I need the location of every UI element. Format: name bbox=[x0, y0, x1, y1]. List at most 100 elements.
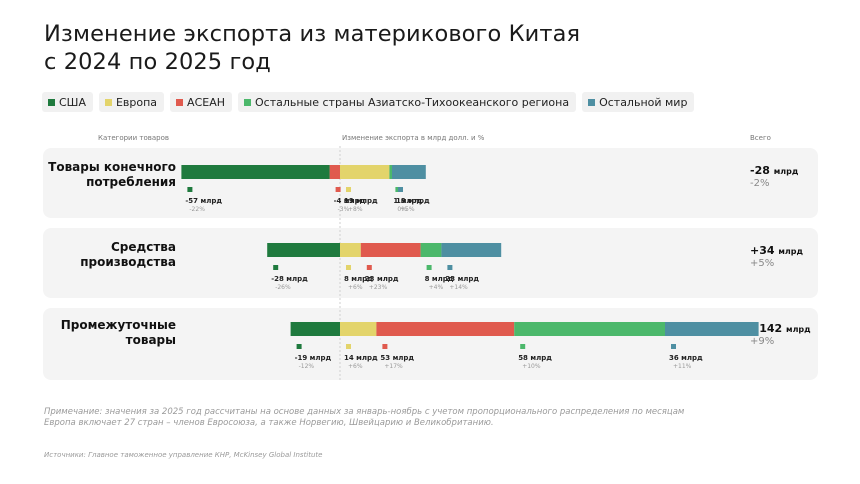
total-value: +34 bbox=[750, 244, 775, 257]
bar-capital-goods-europe bbox=[340, 243, 361, 257]
panel-consumer-goods bbox=[43, 148, 818, 218]
bar-intermediate-goods-rest-of-world bbox=[665, 322, 759, 336]
label-marker-intermediate-goods-europe bbox=[346, 344, 351, 349]
panel-intermediate-goods bbox=[43, 308, 818, 380]
label-marker-capital-goods-asean bbox=[366, 265, 372, 270]
legend-item-usa: США bbox=[42, 92, 93, 112]
data-label-pct-intermediate-goods-apac: +10% bbox=[522, 363, 541, 370]
label-marker-capital-goods-rest-of-world bbox=[447, 265, 453, 270]
label-marker-capital-goods-usa bbox=[273, 265, 279, 270]
data-label-capital-goods-apac: 8 млрд bbox=[425, 275, 454, 283]
legend-item-asean: АСЕАН bbox=[170, 92, 232, 112]
data-label-intermediate-goods-rest-of-world: 36 млрд bbox=[669, 354, 703, 362]
label-marker-consumer-goods-rest-of-world bbox=[398, 187, 403, 192]
data-label-capital-goods-europe: 8 млрд bbox=[344, 275, 373, 283]
category-label-consumer-goods: Товары конечного потребления bbox=[48, 160, 176, 190]
total-unit: млрд bbox=[778, 247, 803, 256]
category-label-line: Средства bbox=[111, 240, 176, 254]
total-unit: млрд bbox=[773, 167, 799, 176]
legend-swatch-apac bbox=[244, 98, 251, 106]
data-label-pct-consumer-goods-rest-of-world: +5% bbox=[400, 206, 415, 213]
data-label-intermediate-goods-apac: 58 млрд bbox=[518, 354, 552, 362]
bar-consumer-goods-europe bbox=[340, 165, 390, 179]
legend-label-asean: АСЕАН bbox=[187, 95, 225, 109]
data-label-pct-consumer-goods-asean: -3% bbox=[338, 206, 350, 213]
data-label-pct-consumer-goods-usa: -22% bbox=[189, 206, 205, 213]
data-label-consumer-goods-asean: -4 млрд bbox=[334, 197, 366, 205]
data-label-capital-goods-usa: -28 млрд bbox=[271, 275, 308, 283]
footnote-line-1: Примечание: значения за 2025 год рассчит… bbox=[44, 407, 685, 417]
data-label-pct-intermediate-goods-asean: +17% bbox=[384, 363, 403, 370]
footnote: Примечание: значения за 2025 год рассчит… bbox=[44, 407, 684, 429]
data-label-consumer-goods-apac: 1 млрд bbox=[393, 197, 422, 205]
header-change: Изменение экспорта в млрд долл. и % bbox=[342, 134, 485, 142]
data-label-intermediate-goods-asean: 53 млрд bbox=[380, 354, 414, 362]
bar-intermediate-goods-asean bbox=[376, 322, 515, 336]
legend-swatch-rest-of-world bbox=[588, 98, 596, 106]
header-total: Всего bbox=[750, 134, 771, 142]
category-label-line: Промежуточные bbox=[60, 318, 176, 332]
label-marker-consumer-goods-europe bbox=[346, 187, 351, 192]
header-categories: Категории товаров bbox=[98, 134, 169, 142]
label-marker-intermediate-goods-usa bbox=[296, 344, 302, 349]
total-pct-capital-goods: +5% bbox=[750, 258, 775, 269]
bar-intermediate-goods-usa bbox=[290, 322, 340, 336]
legend-swatch-usa bbox=[48, 98, 55, 106]
data-label-pct-intermediate-goods-rest-of-world: +11% bbox=[673, 363, 692, 370]
label-marker-intermediate-goods-rest-of-world bbox=[671, 344, 676, 349]
legend-item-rest-of-world: Остальной мир bbox=[582, 92, 695, 112]
data-label-intermediate-goods-usa: -19 млрд bbox=[295, 354, 332, 362]
bar-consumer-goods-usa bbox=[181, 165, 330, 179]
data-label-consumer-goods-rest-of-world: 13 млрд bbox=[396, 197, 430, 205]
legend-item-apac: Остальные страны Азиатско-Тихоокеанского… bbox=[238, 92, 577, 112]
data-label-consumer-goods-usa: -57 млрд bbox=[185, 197, 222, 205]
category-label-line: Товары конечного bbox=[48, 160, 176, 174]
bar-capital-goods-apac bbox=[420, 243, 442, 257]
bar-capital-goods-asean bbox=[360, 243, 421, 257]
data-label-pct-intermediate-goods-usa: -12% bbox=[299, 363, 315, 370]
legend-item-europe: Европа bbox=[98, 92, 165, 112]
title-line-2: с 2024 по 2025 год bbox=[44, 49, 271, 75]
data-label-pct-capital-goods-usa: -26% bbox=[275, 284, 291, 291]
data-label-pct-consumer-goods-europe: +8% bbox=[348, 206, 363, 213]
label-marker-intermediate-goods-apac bbox=[520, 344, 526, 349]
page-title: Изменение экспорта из материкового Китая… bbox=[44, 20, 580, 76]
bar-consumer-goods-rest-of-world bbox=[392, 165, 426, 179]
legend-label-europe: Европа bbox=[115, 95, 158, 109]
label-marker-capital-goods-apac bbox=[426, 265, 432, 270]
total-value: -28 bbox=[750, 164, 770, 177]
panel-capital-goods bbox=[43, 228, 818, 298]
category-label-capital-goods: Средства производства bbox=[80, 240, 176, 270]
legend-label-rest-of-world: Остальной мир bbox=[599, 95, 688, 109]
bar-consumer-goods-apac bbox=[389, 165, 392, 179]
label-marker-consumer-goods-asean bbox=[335, 187, 341, 192]
legend-swatch-asean bbox=[176, 98, 184, 106]
category-label-line: товары bbox=[125, 333, 176, 347]
bar-intermediate-goods-europe bbox=[340, 322, 377, 336]
bar-intermediate-goods-apac bbox=[514, 322, 665, 336]
label-marker-consumer-goods-usa bbox=[187, 187, 193, 192]
data-label-pct-capital-goods-europe: +6% bbox=[348, 284, 363, 291]
label-marker-capital-goods-europe bbox=[346, 265, 351, 270]
total-consumer-goods: -28 млрд bbox=[750, 164, 798, 177]
total-pct-consumer-goods: -2% bbox=[750, 178, 770, 189]
legend: США Европа АСЕАН Остальные страны Азиатс… bbox=[42, 92, 695, 112]
category-label-line: потребления bbox=[86, 175, 176, 189]
category-label-intermediate-goods: Промежуточные товары bbox=[61, 318, 176, 348]
label-marker-intermediate-goods-asean bbox=[382, 344, 388, 349]
legend-swatch-europe bbox=[104, 98, 112, 106]
title-line-1: Изменение экспорта из материкового Китая bbox=[44, 21, 581, 47]
category-label-line: производства bbox=[80, 255, 176, 269]
data-label-consumer-goods-europe: 19 млрд bbox=[344, 197, 378, 205]
bar-capital-goods-rest-of-world bbox=[441, 243, 502, 257]
data-label-pct-capital-goods-asean: +23% bbox=[369, 284, 388, 291]
total-pct-intermediate-goods: +9% bbox=[750, 336, 775, 347]
data-label-intermediate-goods-europe: 14 млрд bbox=[344, 354, 378, 362]
label-marker-consumer-goods-apac bbox=[395, 187, 401, 192]
total-unit: млрд bbox=[786, 325, 811, 334]
footnote-line-2: Европа включает 27 стран – членов Евросо… bbox=[44, 418, 494, 428]
data-label-pct-capital-goods-rest-of-world: +14% bbox=[449, 284, 468, 291]
data-label-capital-goods-rest-of-world: 23 млрд bbox=[445, 275, 479, 283]
total-capital-goods: +34 млрд bbox=[750, 244, 803, 257]
